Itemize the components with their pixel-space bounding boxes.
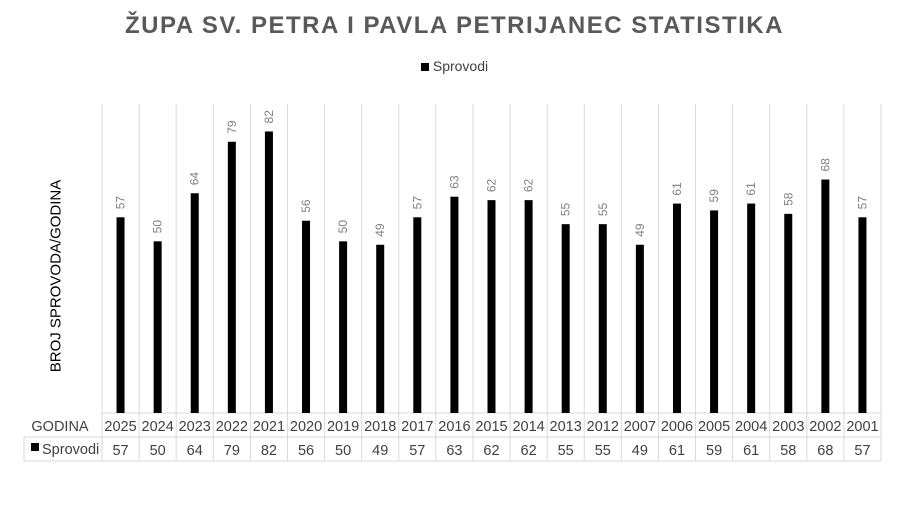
table-value: 63 (446, 443, 462, 459)
data-label: 62 (485, 178, 499, 192)
data-label: 79 (225, 120, 239, 134)
bar (858, 217, 867, 413)
bar (376, 244, 385, 413)
table-value: 57 (854, 443, 870, 459)
table-value: 57 (409, 443, 425, 459)
data-label: 68 (818, 158, 832, 172)
category-label: 2022 (216, 419, 248, 435)
bar (302, 220, 311, 413)
bar (264, 131, 273, 413)
table-value: 55 (595, 443, 611, 459)
category-label: 2002 (809, 419, 841, 435)
data-label: 57 (114, 196, 128, 210)
bar (524, 200, 533, 413)
data-label: 62 (522, 178, 536, 192)
table-value: 62 (521, 443, 537, 459)
data-label: 57 (855, 196, 869, 210)
data-label: 55 (559, 202, 573, 216)
table-value: 56 (298, 443, 314, 459)
bar (561, 224, 570, 413)
data-label: 57 (410, 196, 424, 210)
data-label: 50 (151, 220, 165, 234)
data-label: 61 (670, 182, 684, 196)
table-value: 79 (224, 443, 240, 459)
table-value: 82 (261, 443, 277, 459)
bar (747, 203, 756, 413)
data-label: 56 (299, 199, 313, 213)
data-label: 49 (373, 223, 387, 237)
category-label: 2013 (550, 419, 582, 435)
bar (784, 213, 793, 413)
table-value: 64 (187, 443, 203, 459)
bar (672, 203, 681, 413)
data-label: 58 (781, 192, 795, 206)
table-value: 61 (743, 443, 759, 459)
legend: Sprovodi (0, 58, 909, 74)
legend-label: Sprovodi (432, 58, 489, 74)
x-axis-label: GODINA (31, 419, 89, 435)
data-label: 61 (744, 182, 758, 196)
table-value: 57 (112, 443, 128, 459)
category-label: 2020 (290, 419, 322, 435)
category-label: 2024 (142, 419, 174, 435)
category-label: 2018 (364, 419, 396, 435)
bar (153, 241, 162, 413)
data-label: 82 (262, 110, 276, 124)
category-label: 2014 (512, 419, 544, 435)
table-value: 50 (335, 443, 351, 459)
category-label: 2017 (401, 419, 433, 435)
category-label: 2003 (772, 419, 804, 435)
category-label: 2016 (438, 419, 470, 435)
category-label: 2005 (698, 419, 730, 435)
category-label: 2006 (661, 419, 693, 435)
table-legend-swatch (31, 443, 39, 451)
category-label: 2012 (587, 419, 619, 435)
data-label: 55 (596, 202, 610, 216)
category-label: 2023 (179, 419, 211, 435)
category-label: 2001 (846, 419, 878, 435)
table-value: 59 (706, 443, 722, 459)
table-value: 49 (632, 443, 648, 459)
bar (450, 196, 459, 413)
bar (413, 217, 422, 413)
category-label: 2015 (475, 419, 507, 435)
table-value: 62 (483, 443, 499, 459)
data-label: 49 (633, 223, 647, 237)
bar (487, 200, 496, 413)
bar (116, 217, 125, 413)
bar (710, 210, 719, 413)
bar (190, 193, 199, 413)
category-label: 2007 (624, 419, 656, 435)
bar (821, 179, 830, 413)
table-value: 50 (150, 443, 166, 459)
data-label: 63 (447, 175, 461, 189)
category-label: 2019 (327, 419, 359, 435)
bar (339, 241, 348, 413)
bar (598, 224, 607, 413)
table-value: 55 (558, 443, 574, 459)
chart-title: ŽUPA SV. PETRA I PAVLA PETRIJANEC STATIS… (125, 12, 784, 39)
table-series-label: Sprovodi (42, 442, 99, 458)
category-label: 2025 (104, 419, 136, 435)
data-label: 50 (336, 220, 350, 234)
category-label: 2004 (735, 419, 767, 435)
table-value: 68 (817, 443, 833, 459)
table-value: 58 (780, 443, 796, 459)
table-value: 61 (669, 443, 685, 459)
bar (635, 244, 644, 413)
bar (227, 141, 236, 413)
data-label: 59 (707, 189, 721, 203)
table-value: 49 (372, 443, 388, 459)
data-label: 64 (188, 172, 202, 186)
category-label: 2021 (253, 419, 285, 435)
legend-swatch (420, 63, 429, 71)
